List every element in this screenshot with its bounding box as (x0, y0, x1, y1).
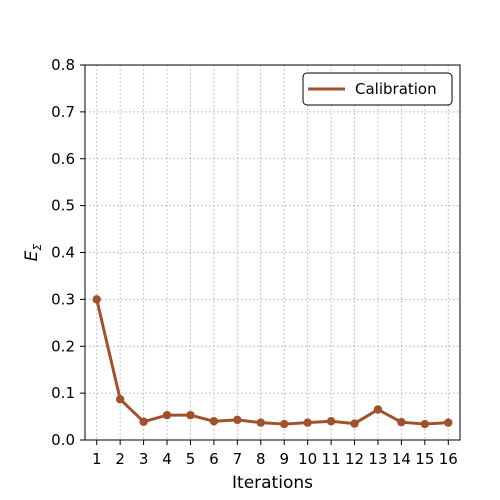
data-point (350, 419, 359, 428)
x-tick-label: 15 (415, 450, 434, 468)
x-tick-label: 10 (298, 450, 317, 468)
x-tick-label: 5 (186, 450, 196, 468)
y-axis: 0.0 0.1 0.2 0.3 0.4 0.5 0.6 0.7 0.8 (51, 56, 85, 449)
data-point (397, 417, 406, 427)
series-layer (92, 295, 453, 429)
data-point (92, 295, 101, 304)
data-point (420, 419, 430, 429)
x-tick-label: 13 (368, 450, 387, 468)
x-tick-label: 14 (392, 450, 411, 468)
x-tick-label: 9 (279, 450, 289, 468)
data-point (139, 417, 148, 426)
x-tick-label: 4 (162, 450, 172, 468)
x-tick-label: 2 (115, 450, 125, 468)
data-point (373, 405, 383, 414)
x-tick-label: 11 (322, 450, 341, 468)
y-tick-label: 0.1 (51, 384, 75, 402)
y-tick-label: 0.4 (51, 244, 75, 262)
y-axis-title-main: E (22, 250, 42, 261)
y-tick-label: 0.6 (51, 150, 75, 168)
data-point (303, 418, 312, 427)
data-point (233, 415, 242, 425)
x-tick-label: 7 (233, 450, 243, 468)
data-point (115, 395, 125, 404)
y-tick-label: 0.8 (51, 56, 75, 74)
y-tick-label: 0.2 (51, 337, 75, 355)
y-tick-label: 0.7 (51, 103, 75, 121)
data-point (256, 418, 265, 427)
data-point (186, 410, 195, 420)
x-axis: 1 2 3 4 5 6 7 8 9 10 11 12 13 14 15 16 (92, 440, 458, 468)
legend: Calibration (302, 72, 453, 106)
y-tick-label: 0.3 (51, 290, 75, 308)
y-tick-label: 0.5 (51, 197, 75, 215)
data-point (326, 417, 336, 426)
legend-label: Calibration (355, 80, 437, 98)
x-tick-label: 16 (439, 450, 458, 468)
y-tick-label: 0.0 (51, 431, 75, 449)
data-point (209, 417, 219, 426)
y-axis-title: EΣ (22, 244, 44, 262)
x-axis-title: Iterations (232, 473, 313, 493)
x-tick-label: 12 (345, 450, 364, 468)
data-point (444, 418, 453, 427)
series-line (95, 299, 449, 426)
x-tick-label: 3 (139, 450, 149, 468)
legend-box (302, 72, 453, 106)
x-tick-label: 1 (92, 450, 102, 468)
x-tick-label: 8 (256, 450, 266, 468)
data-point (280, 419, 289, 429)
x-tick-label: 6 (209, 450, 219, 468)
y-axis-title-subscript: Σ (31, 244, 44, 251)
data-point (162, 410, 172, 420)
